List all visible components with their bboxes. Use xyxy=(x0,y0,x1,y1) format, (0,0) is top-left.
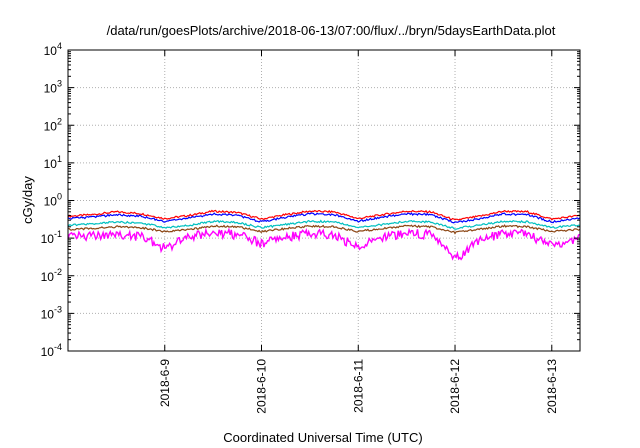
x-tick-label: 2018-6-11 xyxy=(351,359,365,413)
y-tick-label: 10-4 xyxy=(41,342,62,359)
x-tick-label: 2018-6-10 xyxy=(255,359,269,414)
x-tick-label: 2018-6-12 xyxy=(448,359,462,414)
chart-title: /data/run/goesPlots/archive/2018-06-13/0… xyxy=(107,23,556,38)
y-tick-label: 10-2 xyxy=(41,267,62,284)
series-line xyxy=(67,219,581,230)
y-tick-label: 101 xyxy=(44,154,62,171)
y-axis-label: cGy/day xyxy=(20,176,35,224)
x-axis-label: Coordinated Universal Time (UTC) xyxy=(223,430,422,445)
grid-lines xyxy=(68,50,580,351)
y-tick-label: 104 xyxy=(44,41,62,58)
y-tick-label: 103 xyxy=(44,79,62,96)
series-line xyxy=(67,209,581,221)
y-tick-label: 10-3 xyxy=(41,304,62,321)
x-tick-label: 2018-6-9 xyxy=(158,359,172,407)
data-series xyxy=(67,209,581,261)
y-tick-label: 10-1 xyxy=(41,229,62,246)
axis-ticks: 10-4 10-3 10-2 10-1 100 101 102 103 104 2018-6-9 2… xyxy=(41,41,580,414)
series-line xyxy=(67,224,581,235)
x-tick-label: 2018-6-13 xyxy=(545,359,559,414)
series-line xyxy=(67,227,581,261)
series-line xyxy=(67,212,581,224)
y-tick-label: 100 xyxy=(44,192,62,209)
y-tick-label: 102 xyxy=(44,116,62,133)
